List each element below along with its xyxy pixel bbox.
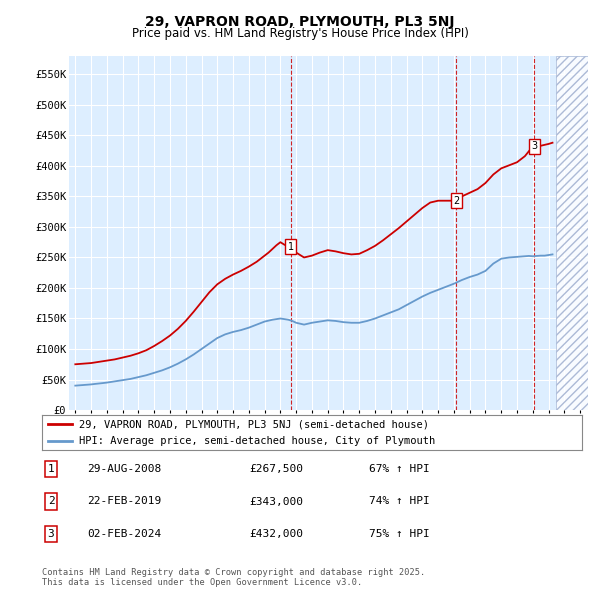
- Text: Contains HM Land Registry data © Crown copyright and database right 2025.
This d: Contains HM Land Registry data © Crown c…: [42, 568, 425, 587]
- Text: 3: 3: [47, 529, 55, 539]
- Text: £343,000: £343,000: [249, 497, 303, 506]
- Text: 29-AUG-2008: 29-AUG-2008: [87, 464, 161, 474]
- Text: 2: 2: [47, 497, 55, 506]
- Text: £432,000: £432,000: [249, 529, 303, 539]
- Text: 02-FEB-2024: 02-FEB-2024: [87, 529, 161, 539]
- Text: £267,500: £267,500: [249, 464, 303, 474]
- Text: HPI: Average price, semi-detached house, City of Plymouth: HPI: Average price, semi-detached house,…: [79, 437, 435, 446]
- Text: 1: 1: [288, 242, 294, 252]
- Text: 75% ↑ HPI: 75% ↑ HPI: [369, 529, 430, 539]
- Text: 67% ↑ HPI: 67% ↑ HPI: [369, 464, 430, 474]
- Bar: [556, 56, 588, 410]
- Text: 22-FEB-2019: 22-FEB-2019: [87, 497, 161, 506]
- Text: 29, VAPRON ROAD, PLYMOUTH, PL3 5NJ (semi-detached house): 29, VAPRON ROAD, PLYMOUTH, PL3 5NJ (semi…: [79, 419, 429, 430]
- Text: 74% ↑ HPI: 74% ↑ HPI: [369, 497, 430, 506]
- Text: 2: 2: [453, 196, 459, 206]
- Text: 3: 3: [531, 142, 537, 152]
- Text: 29, VAPRON ROAD, PLYMOUTH, PL3 5NJ: 29, VAPRON ROAD, PLYMOUTH, PL3 5NJ: [145, 15, 455, 29]
- Text: Price paid vs. HM Land Registry's House Price Index (HPI): Price paid vs. HM Land Registry's House …: [131, 27, 469, 40]
- Text: 1: 1: [47, 464, 55, 474]
